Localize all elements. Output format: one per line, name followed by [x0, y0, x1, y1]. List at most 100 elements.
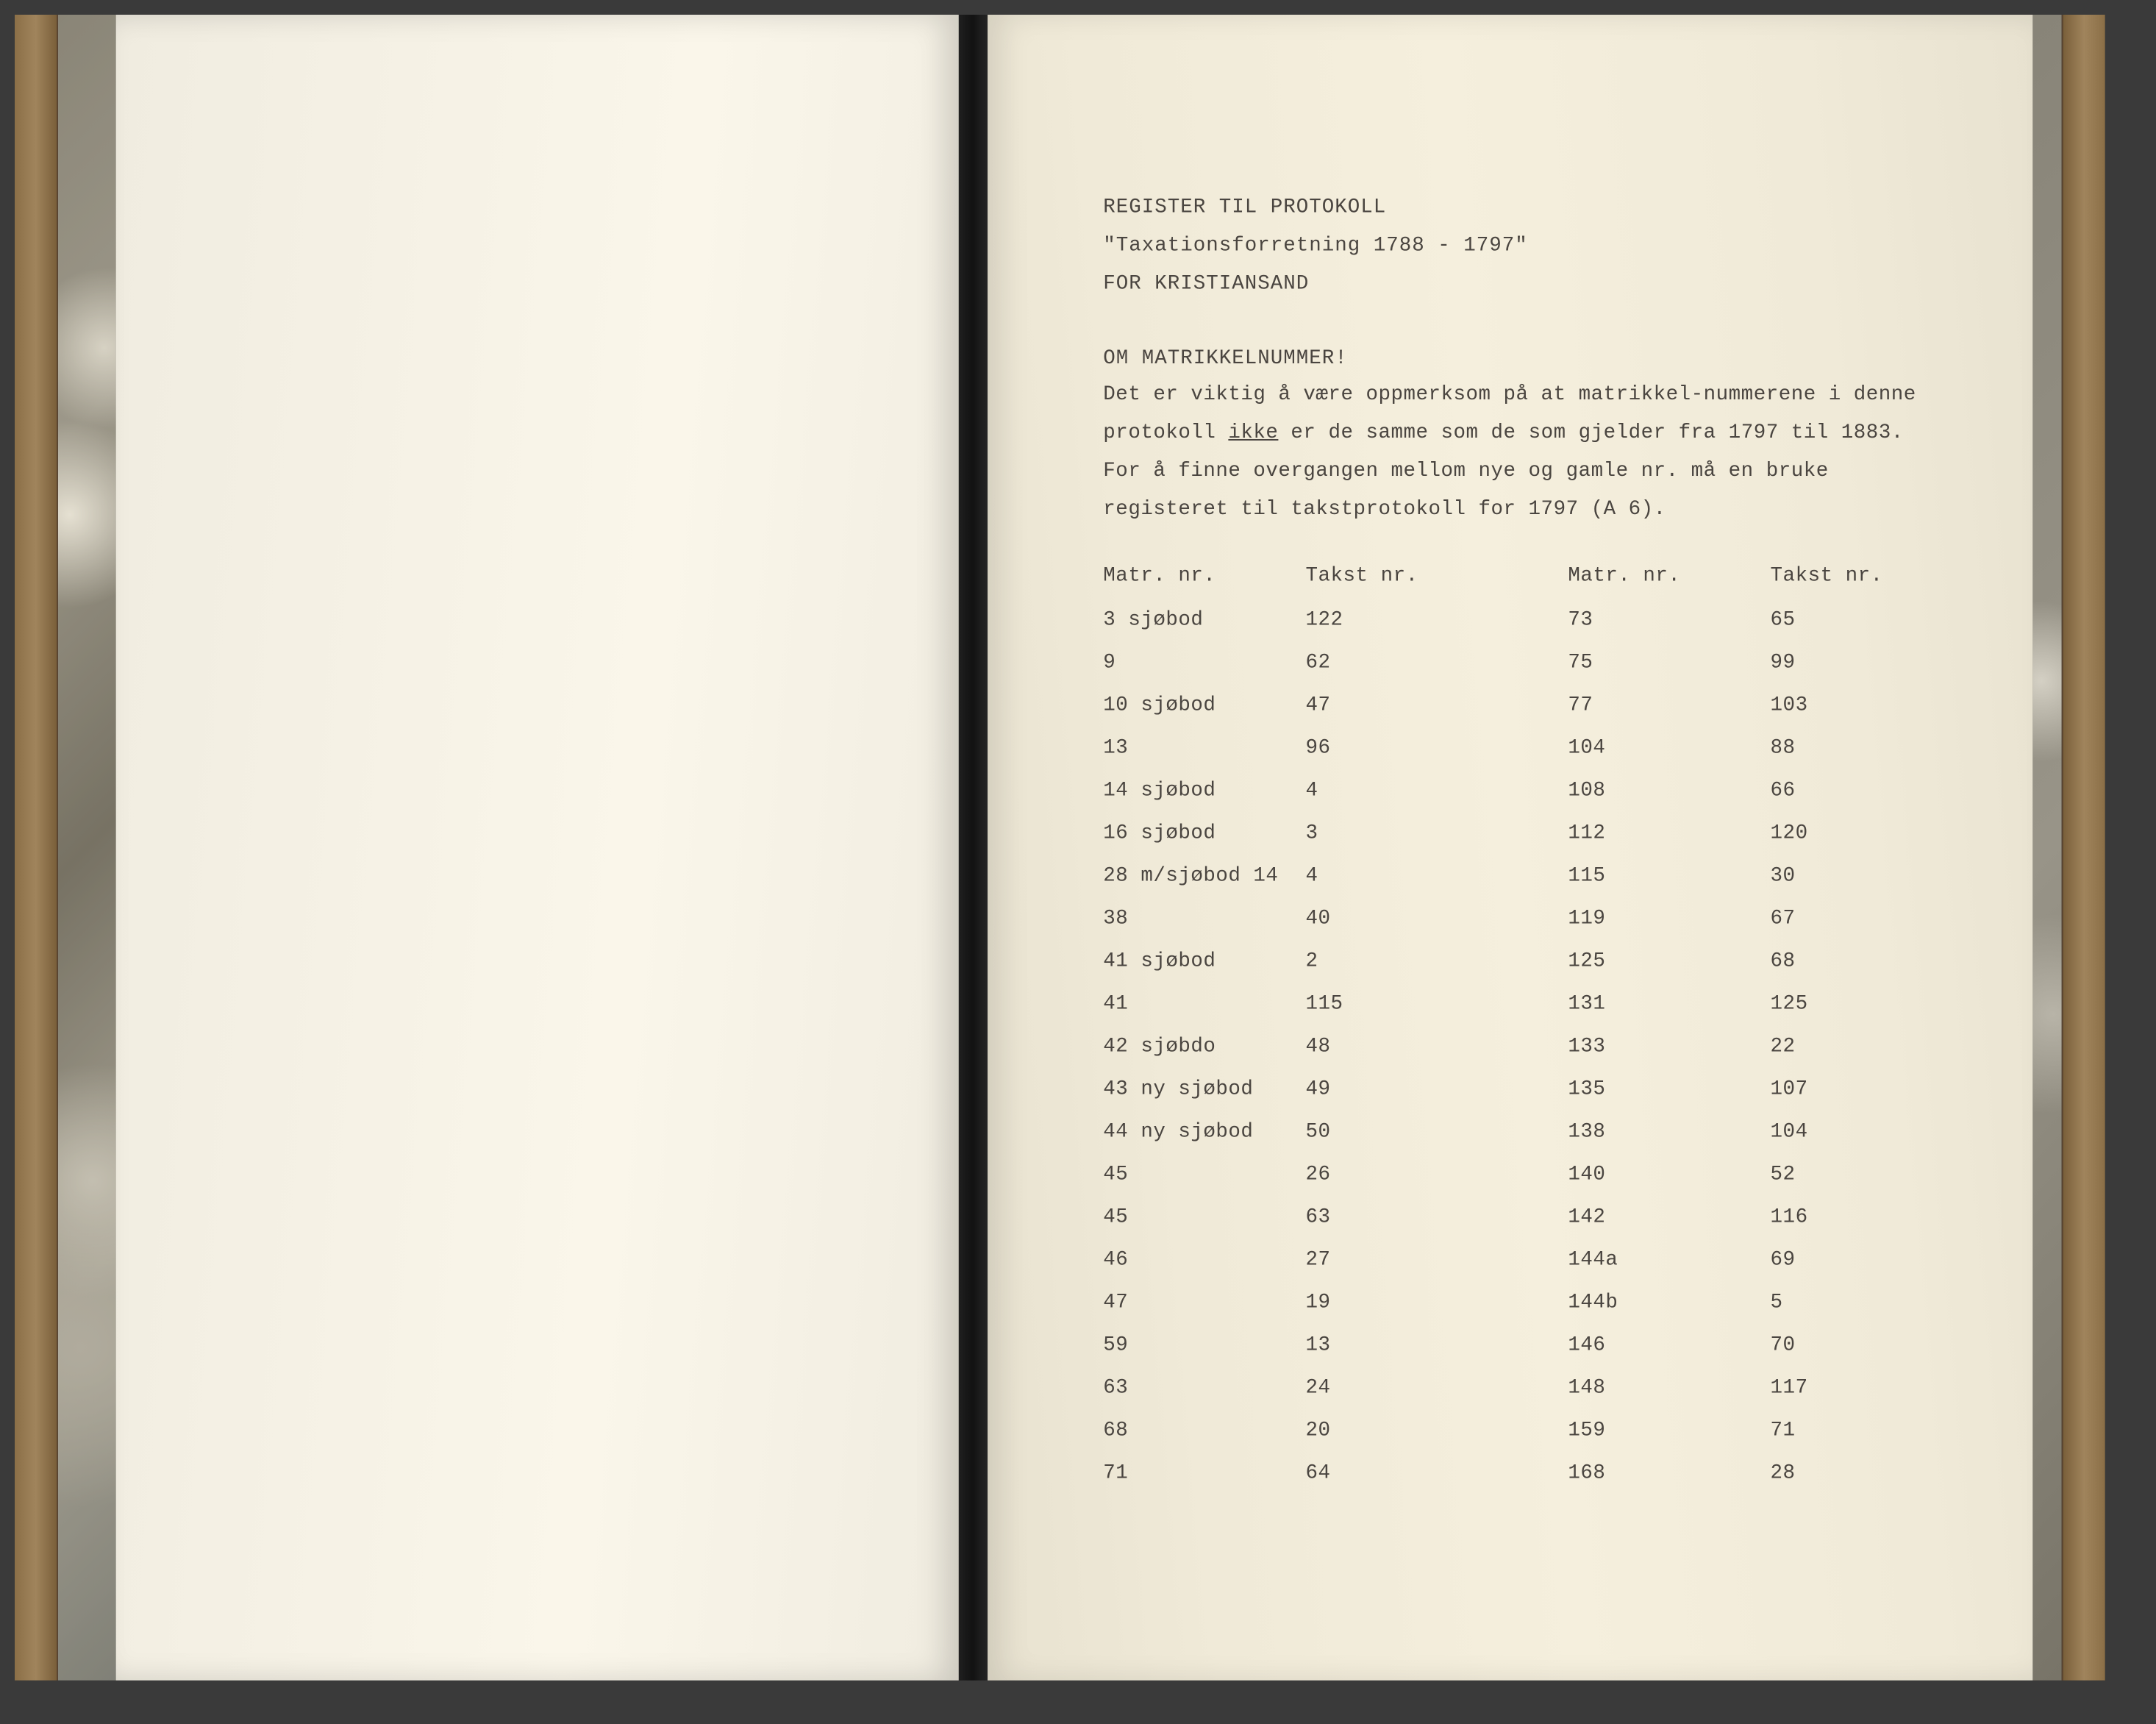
- cell-matr-nr: 16 sjøbod: [1103, 822, 1305, 844]
- cover-left-edge: [15, 15, 58, 1681]
- table-row: 1396: [1103, 737, 1481, 759]
- cell-matr-nr: 28 m/sjøbod 14: [1103, 865, 1305, 887]
- cell-matr-nr: 159: [1568, 1420, 1770, 1442]
- cell-takst-nr: 125: [1771, 993, 1946, 1015]
- header-line-3: FOR KRISTIANSAND: [1103, 265, 1946, 303]
- right-page-content: REGISTER TIL PROTOKOLL "Taxationsforretn…: [988, 15, 2032, 1681]
- note-title: OM MATRIKKELNUMMER!: [1103, 347, 1946, 369]
- cell-matr-nr: 73: [1568, 609, 1770, 631]
- cell-takst-nr: 116: [1771, 1206, 1946, 1228]
- table-right-rows: 7365759977103104881086611212011530119671…: [1568, 609, 1946, 1484]
- col-header-matr: Matr. nr.: [1103, 565, 1305, 587]
- table-header-left: Matr. nr. Takst nr.: [1103, 565, 1481, 587]
- cell-takst-nr: 107: [1771, 1078, 1946, 1100]
- cell-takst-nr: 96: [1306, 737, 1482, 759]
- cell-takst-nr: 48: [1306, 1036, 1482, 1058]
- header-line-1: REGISTER TIL PROTOKOLL: [1103, 188, 1946, 227]
- cell-takst-nr: 120: [1771, 822, 1946, 844]
- table-row: 962: [1103, 652, 1481, 674]
- cell-matr-nr: 43 ny sjøbod: [1103, 1078, 1305, 1100]
- note-body: Det er viktig å være oppmerksom på at ma…: [1103, 375, 1946, 529]
- table-left-column: Matr. nr. Takst nr. 3 sjøbod12296210 sjø…: [1103, 565, 1481, 1505]
- table-row: 43 ny sjøbod49: [1103, 1078, 1481, 1100]
- table-row: 41115: [1103, 993, 1481, 1015]
- table-row: 4627: [1103, 1249, 1481, 1271]
- table-row: 10 sjøbod47: [1103, 694, 1481, 716]
- cell-matr-nr: 133: [1568, 1036, 1770, 1058]
- note-underlined-word: ikke: [1228, 421, 1278, 444]
- table-row: 13322: [1568, 1036, 1946, 1058]
- cell-takst-nr: 115: [1306, 993, 1482, 1015]
- table-row: 7599: [1568, 652, 1946, 674]
- cell-takst-nr: 49: [1306, 1078, 1482, 1100]
- table-row: 28 m/sjøbod 144: [1103, 865, 1481, 887]
- table-row: 138104: [1568, 1121, 1946, 1143]
- cell-takst-nr: 2: [1306, 950, 1482, 972]
- cell-takst-nr: 4: [1306, 865, 1482, 887]
- cell-takst-nr: 3: [1306, 822, 1482, 844]
- cell-takst-nr: 13: [1306, 1334, 1482, 1356]
- cell-takst-nr: 117: [1771, 1377, 1946, 1399]
- table-row: 42 sjøbdo48: [1103, 1036, 1481, 1058]
- cell-takst-nr: 66: [1771, 780, 1946, 802]
- cover-right-edge: [2062, 15, 2105, 1681]
- cell-matr-nr: 125: [1568, 950, 1770, 972]
- cell-takst-nr: 69: [1771, 1249, 1946, 1271]
- document-header: REGISTER TIL PROTOKOLL "Taxationsforretn…: [1103, 188, 1946, 304]
- cell-matr-nr: 108: [1568, 780, 1770, 802]
- cell-takst-nr: 20: [1306, 1420, 1482, 1442]
- cell-takst-nr: 63: [1306, 1206, 1482, 1228]
- cell-matr-nr: 135: [1568, 1078, 1770, 1100]
- table-row: 144b5: [1568, 1292, 1946, 1314]
- cell-matr-nr: 148: [1568, 1377, 1770, 1399]
- cell-takst-nr: 88: [1771, 737, 1946, 759]
- table-row: 11967: [1568, 908, 1946, 930]
- table-row: 4526: [1103, 1164, 1481, 1186]
- table-row: 14052: [1568, 1164, 1946, 1186]
- cell-takst-nr: 22: [1771, 1036, 1946, 1058]
- table-row: 15971: [1568, 1420, 1946, 1442]
- table-row: 131125: [1568, 993, 1946, 1015]
- cell-matr-nr: 63: [1103, 1377, 1305, 1399]
- cell-matr-nr: 47: [1103, 1292, 1305, 1314]
- cell-matr-nr: 144a: [1568, 1249, 1770, 1271]
- cell-takst-nr: 50: [1306, 1121, 1482, 1143]
- table-row: 10866: [1568, 780, 1946, 802]
- cell-matr-nr: 41 sjøbod: [1103, 950, 1305, 972]
- table-row: 142116: [1568, 1206, 1946, 1228]
- cell-takst-nr: 19: [1306, 1292, 1482, 1314]
- marble-endpaper-left: [58, 15, 116, 1681]
- cell-matr-nr: 42 sjøbdo: [1103, 1036, 1305, 1058]
- table-row: 16828: [1568, 1462, 1946, 1484]
- table-row: 148117: [1568, 1377, 1946, 1399]
- cell-matr-nr: 146: [1568, 1334, 1770, 1356]
- cell-takst-nr: 104: [1771, 1121, 1946, 1143]
- table-right-column: Matr. nr. Takst nr. 73657599771031048810…: [1568, 565, 1946, 1505]
- table-row: 6820: [1103, 1420, 1481, 1442]
- cell-takst-nr: 99: [1771, 652, 1946, 674]
- col-header-takst: Takst nr.: [1771, 565, 1946, 587]
- table-row: 4719: [1103, 1292, 1481, 1314]
- cell-matr-nr: 138: [1568, 1121, 1770, 1143]
- table-row: 3 sjøbod122: [1103, 609, 1481, 631]
- table-row: 10488: [1568, 737, 1946, 759]
- table-row: 11530: [1568, 865, 1946, 887]
- table-row: 4563: [1103, 1206, 1481, 1228]
- cell-takst-nr: 122: [1306, 609, 1482, 631]
- marble-endpaper-right: [2032, 15, 2061, 1681]
- cell-matr-nr: 140: [1568, 1164, 1770, 1186]
- cell-takst-nr: 5: [1771, 1292, 1946, 1314]
- cell-matr-nr: 131: [1568, 993, 1770, 1015]
- table-left-rows: 3 sjøbod12296210 sjøbod47139614 sjøbod41…: [1103, 609, 1481, 1484]
- cell-matr-nr: 14 sjøbod: [1103, 780, 1305, 802]
- cell-takst-nr: 62: [1306, 652, 1482, 674]
- cell-matr-nr: 168: [1568, 1462, 1770, 1484]
- cell-takst-nr: 52: [1771, 1164, 1946, 1186]
- cell-takst-nr: 64: [1306, 1462, 1482, 1484]
- cell-takst-nr: 40: [1306, 908, 1482, 930]
- table-row: 5913: [1103, 1334, 1481, 1356]
- table-row: 6324: [1103, 1377, 1481, 1399]
- cell-takst-nr: 26: [1306, 1164, 1482, 1186]
- cell-matr-nr: 45: [1103, 1206, 1305, 1228]
- table-row: 14 sjøbod4: [1103, 780, 1481, 802]
